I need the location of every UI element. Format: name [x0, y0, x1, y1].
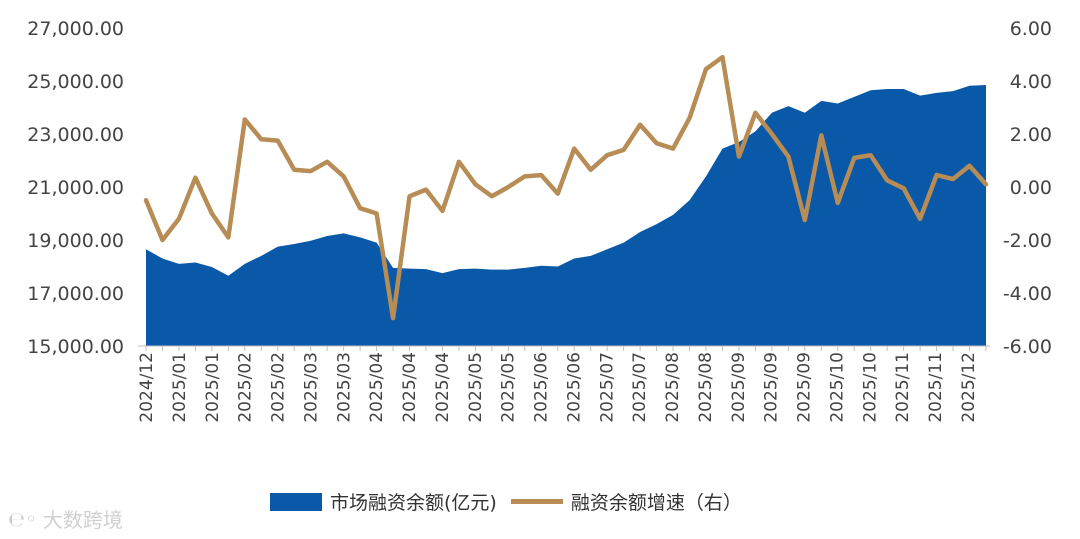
watermark-logo-icon: ℮◦ — [8, 506, 37, 531]
left-axis-tick-label: 21,000.00 — [27, 177, 124, 199]
x-axis-tick-label: 2025/02 — [236, 352, 256, 423]
x-axis-tick-label: 2025/05 — [466, 352, 486, 423]
right-axis-tick-label: 0.00 — [1010, 177, 1052, 199]
x-axis-tick-label: 2025/04 — [367, 352, 387, 423]
x-axis-tick-label: 2025/09 — [762, 352, 782, 423]
x-axis-tick-label: 2025/02 — [269, 352, 289, 423]
line-series-layer — [143, 54, 989, 321]
x-axis-tick-label: 2025/07 — [630, 352, 650, 423]
x-axis-tick-label: 2025/04 — [433, 352, 453, 423]
area-series-layer — [146, 84, 986, 346]
right-axis-tick-label: 4.00 — [1010, 71, 1052, 93]
x-axis-tick-label: 2025/06 — [564, 352, 584, 423]
x-axis-tick-label: 2025/01 — [203, 352, 223, 423]
watermark-text: 大数跨境 — [42, 508, 123, 532]
x-axis-tick-label: 2025/11 — [926, 352, 946, 423]
watermark: ℮◦ 大数跨境 — [8, 504, 123, 533]
x-axis-tick-label: 2025/12 — [959, 352, 979, 423]
legend-area-label: 市场融资余额(亿元) — [330, 492, 497, 514]
x-axis-tick-label: 2025/03 — [334, 352, 354, 423]
right-axis-tick-label: -2.00 — [1003, 230, 1052, 252]
x-axis-tick-label: 2025/09 — [729, 352, 749, 423]
x-axis-tick-label: 2025/03 — [301, 352, 321, 423]
legend-line-swatch — [510, 499, 563, 504]
left-axis-tick-label: 17,000.00 — [27, 283, 124, 305]
x-axis-tick-label: 2025/10 — [827, 352, 847, 423]
x-axis-ticks: 2024/12 2025/01 2025/01 2025/02 2025/02 2025/… — [137, 352, 979, 423]
left-axis-ticks: 15,000.00 17,000.00 19,000.00 21,000.00 23,0… — [27, 18, 124, 358]
x-axis-tick-label: 2025/06 — [532, 352, 552, 423]
x-axis-tick-label: 2024/12 — [137, 352, 157, 423]
x-axis-tick-label: 2025/04 — [400, 352, 420, 423]
right-axis-ticks: -6.00 -4.00 -2.00 0.00 2.00 4.00 6.00 — [1003, 18, 1052, 358]
x-axis-tick-label: 2025/01 — [170, 352, 190, 423]
left-axis-tick-label: 15,000.00 — [27, 336, 124, 358]
legend-area-swatch — [270, 492, 322, 511]
axes — [138, 345, 990, 351]
left-axis-tick-label: 25,000.00 — [27, 71, 124, 93]
right-axis-tick-label: 2.00 — [1010, 124, 1052, 146]
right-axis-tick-label: 6.00 — [1010, 18, 1052, 40]
x-axis-tick-label: 2025/05 — [499, 352, 519, 423]
x-axis-tick-label: 2025/10 — [860, 352, 880, 423]
right-axis-tick-label: -4.00 — [1003, 283, 1052, 305]
x-axis-tick-label: 2025/08 — [663, 352, 683, 423]
x-axis-tick-label: 2025/08 — [696, 352, 716, 423]
legend-line-label: 融资余额增速（右） — [570, 492, 742, 514]
x-axis-tick-label: 2025/09 — [795, 352, 815, 423]
area-series-market-financing-balance — [146, 84, 986, 346]
line-series-financing-growth — [143, 54, 989, 321]
chart: 15,000.00 17,000.00 19,000.00 21,000.00 23,0… — [27, 18, 1052, 423]
left-axis-tick-label: 27,000.00 — [27, 18, 124, 40]
left-axis-tick-label: 19,000.00 — [27, 230, 124, 252]
x-axis-tick-label: 2025/07 — [597, 352, 617, 423]
left-axis-tick-label: 23,000.00 — [27, 124, 124, 146]
right-axis-tick-label: -6.00 — [1003, 336, 1052, 358]
legend: 市场融资余额(亿元) 融资余额增速（右） — [270, 488, 742, 515]
x-axis-tick-label: 2025/11 — [893, 352, 913, 423]
